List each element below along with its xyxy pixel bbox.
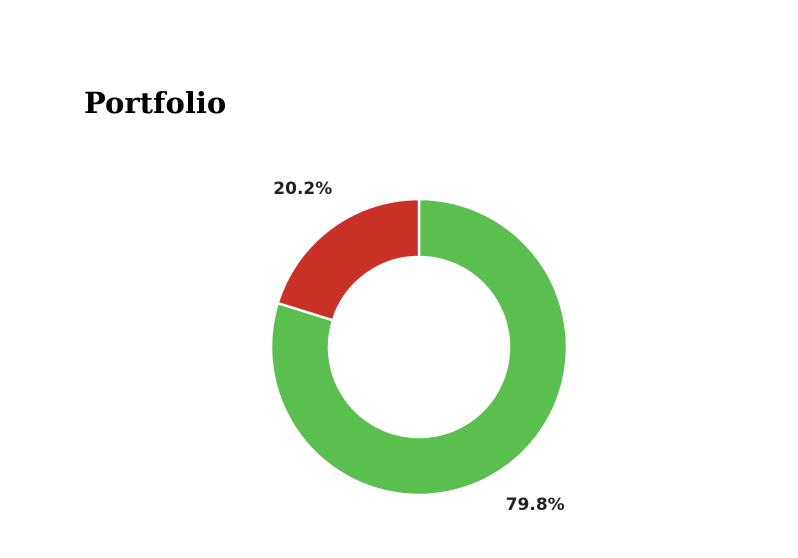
slice-label-1: 20.2% <box>273 179 332 199</box>
chart-title: Portfolio <box>84 86 227 120</box>
donut-slice-1 <box>276 197 421 322</box>
donut-slice-0 <box>269 197 569 497</box>
slice-label-0: 79.8% <box>506 495 565 515</box>
